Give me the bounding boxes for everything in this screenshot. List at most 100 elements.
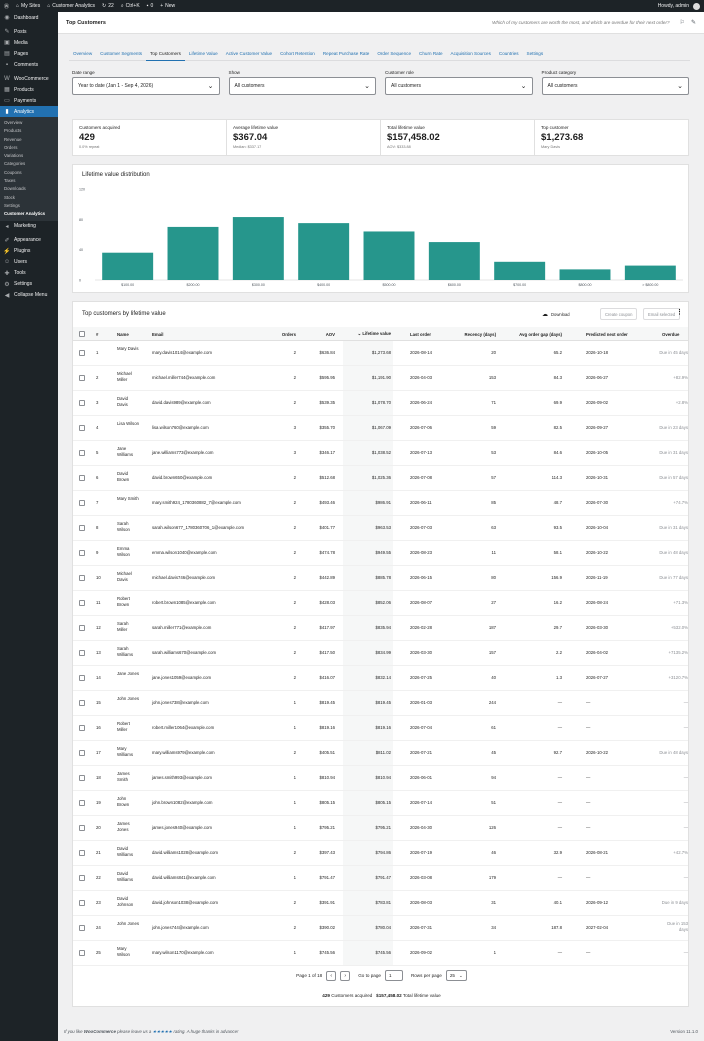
row-checkbox[interactable] [79,400,85,406]
sidebar-item-posts[interactable]: ✎ Posts [0,26,58,37]
row-checkbox[interactable] [79,800,85,806]
sidebar-item-comments[interactable]: ▪ Comments [0,59,58,70]
table-row[interactable]: 11 Robert Brown robert.brown1085@example.c… [73,591,688,616]
table-row[interactable]: 24 John Jones john.jones744@example.com 2 $3… [73,916,688,941]
sidebar-item-products[interactable]: ▦ Products [0,84,58,95]
col-last-order[interactable]: Last order [410,332,432,337]
tab-top-customers[interactable]: Top Customers [146,50,185,61]
bar-9[interactable] [624,265,676,280]
tab-cohort-retention[interactable]: Cohort Retention [280,51,315,56]
tab-overview[interactable]: Overview [73,51,93,56]
date-range-select[interactable]: Year to date (Jan 1 - Sep 4, 2026) ⌄ [72,77,220,95]
tab-repeat-purchase-rate[interactable]: Repeat Purchase Rate [322,51,370,56]
tab-customer-segments[interactable]: Customer Segments [100,51,143,56]
my-sites-link[interactable]: ⌂ My Sites [16,3,41,9]
submenu-item-orders[interactable]: Orders [4,144,18,150]
wordpress-logo[interactable]: Ⓦ [4,3,10,10]
create-coupon-button[interactable]: Create coupon [600,308,638,320]
goto-page-input[interactable]: 1 [384,970,403,981]
comments-link[interactable]: ▪ 0 [146,3,154,9]
submenu-item-taxes[interactable]: Taxes [4,178,16,184]
sidebar-item-pages[interactable]: ▤ Pages [0,48,58,59]
table-row[interactable]: 20 James Jones james.jones940@example.com 1… [73,816,688,841]
table-row[interactable]: 18 James Smith james.smith993@example.com 1… [73,766,688,791]
tab-active-customer-value[interactable]: Active Customer Value [225,51,273,56]
table-row[interactable]: 2 Michael Miller michael.miller744@example… [73,366,688,391]
row-checkbox[interactable] [79,700,85,706]
row-checkbox[interactable] [79,675,85,681]
rows-per-page-select[interactable]: 25 ⌄ [445,970,467,981]
row-checkbox[interactable] [79,525,85,531]
row-checkbox[interactable] [79,575,85,581]
table-row[interactable]: 23 David Johnson david.johnson1038@example… [73,891,688,916]
tab-countries[interactable]: Countries [498,51,519,56]
product-category-select[interactable]: All customers ⌄ [541,77,689,95]
table-row[interactable]: 14 Jane Jones jane.jones1059@example.com 2 $… [73,666,688,691]
table-row[interactable]: 8 Sarah Wilson sarah.wilson677_1780360706_… [73,516,688,541]
table-row[interactable]: 17 Mary Williams mary.williams979@example.… [73,741,688,766]
row-checkbox[interactable] [79,900,85,906]
sidebar-item-payments[interactable]: ▭ Payments [0,95,58,106]
table-row[interactable]: 5 Jane Williams jane.williams773@example.c… [73,441,688,466]
table-row[interactable]: 16 Robert Miller robert.miller1064@example… [73,716,688,741]
bar-3[interactable] [232,217,284,280]
bar-8[interactable] [559,269,611,280]
row-checkbox[interactable] [79,450,85,456]
table-row[interactable]: 25 Mary Wilson mary.wilson1170@example.com… [73,941,688,966]
submenu-item-variations[interactable]: Variations [4,153,24,159]
row-checkbox[interactable] [79,650,85,656]
bar-5[interactable] [363,231,415,280]
bar-6[interactable] [428,242,480,280]
sidebar-item-marketing[interactable]: ◂ Marketing [0,221,58,232]
sidebar-item-collapse-menu[interactable]: ◀ Collapse Menu [0,290,58,301]
row-checkbox[interactable] [79,625,85,631]
updates-link[interactable]: ↻ 22 [102,3,114,9]
select-all-checkbox[interactable] [79,331,85,337]
submenu-item-revenue[interactable]: Revenue [4,136,22,142]
row-checkbox[interactable] [79,925,85,931]
col-recency[interactable]: Recency (days) [464,332,496,337]
submenu-item-downloads[interactable]: Downloads [4,186,26,192]
row-checkbox[interactable] [79,600,85,606]
table-row[interactable]: 13 Sarah Williams sarah.williams670@exampl… [73,641,688,666]
tab-order-sequence[interactable]: Order Sequence [377,51,412,56]
tab-acquisition-sources[interactable]: Acquisition Sources [450,51,491,56]
col-email[interactable]: Email [152,332,164,337]
table-row[interactable]: 10 Michael Davis michael.davis746@example.… [73,566,688,591]
table-row[interactable]: 12 Sarah Miller sarah.miller771@example.co… [73,616,688,641]
table-row[interactable]: 19 John Brown john.brown1082@example.com 1 $… [73,791,688,816]
show-select[interactable]: All customers ⌄ [228,77,376,95]
row-checkbox[interactable] [79,375,85,381]
row-checkbox[interactable] [79,950,85,956]
submenu-item-categories[interactable]: Categories [4,161,26,167]
bar-4[interactable] [298,223,350,280]
sidebar-item-users[interactable]: ☺ Users [0,257,58,268]
help-icon[interactable]: ✎ [690,20,696,26]
email-selected-button[interactable]: Email selected [643,308,681,320]
table-row[interactable]: 9 Emma Wilson emma.wilson1040@example.com 2… [73,541,688,566]
sidebar-item-dashboard[interactable]: ◉ Dashboard [0,12,58,23]
submenu-item-products[interactable]: Products [4,128,22,134]
prev-page-button[interactable]: ‹ [326,970,337,981]
table-row[interactable]: 7 Mary Smith mary.smith924_1780360882_7@ex… [73,491,688,516]
col-orders[interactable]: Orders [281,332,296,337]
tab-lifetime-value[interactable]: Lifetime Value [188,51,218,56]
new-content-link[interactable]: + New [160,3,176,9]
bar-7[interactable] [494,261,546,280]
next-page-button[interactable]: › [340,970,351,981]
row-checkbox[interactable] [79,850,85,856]
row-checkbox[interactable] [79,350,85,356]
tab-settings[interactable]: Settings [526,51,544,56]
row-checkbox[interactable] [79,775,85,781]
sidebar-item-appearance[interactable]: ✐ Appearance [0,235,58,246]
row-checkbox[interactable] [79,725,85,731]
sidebar-item-settings[interactable]: ⚙ Settings [0,279,58,290]
table-row[interactable]: 3 David Davis david.davis989@example.com 2 $… [73,391,688,416]
customer-role-select[interactable]: All customers ⌄ [385,77,533,95]
sidebar-item-plugins[interactable]: ⚡ Plugins [0,246,58,257]
sidebar-item-woocommerce[interactable]: W WooCommerce [0,73,58,84]
col-aov[interactable]: AOV [325,332,335,337]
col-lifetime-value[interactable]: ⌄ Lifetime value [343,327,393,340]
bar-1[interactable] [102,252,154,280]
sidebar-item-tools[interactable]: ✚ Tools [0,268,58,279]
